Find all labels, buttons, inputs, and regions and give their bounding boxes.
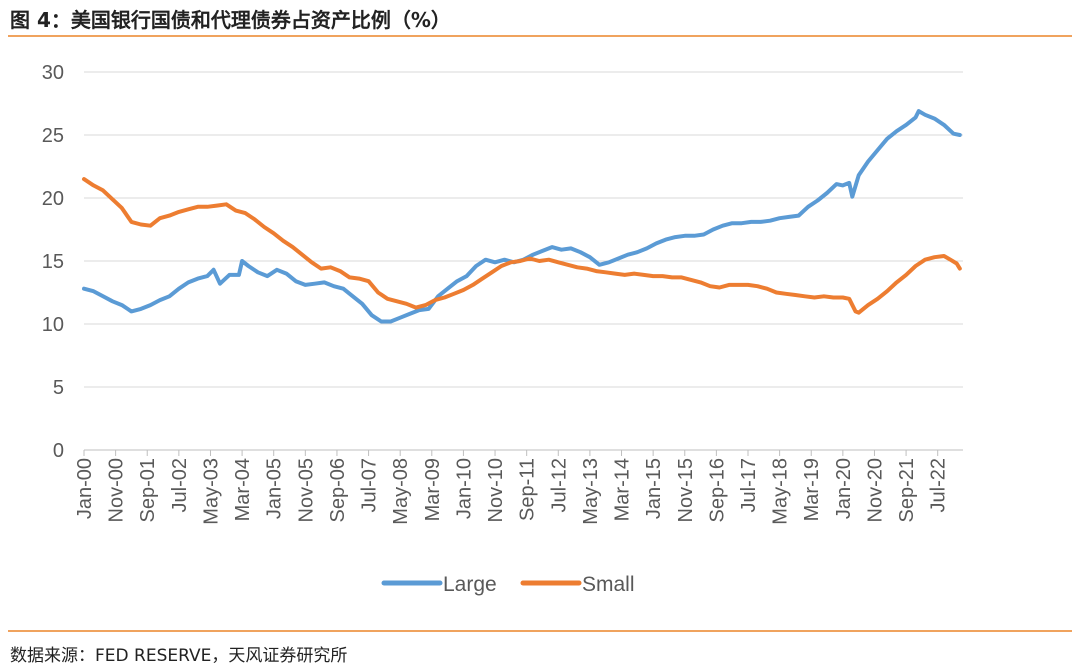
x-tick-label: Jul-07: [359, 458, 381, 512]
legend-label-small: Small: [582, 573, 635, 596]
x-tick-label: May-18: [770, 458, 792, 525]
x-tick-label: Nov-00: [106, 458, 128, 522]
x-tick-label: Nov-10: [485, 458, 507, 522]
x-tick-label: Mar-19: [801, 458, 823, 521]
x-tick-label: Jan-05: [264, 458, 286, 519]
x-tick-label: Jan-20: [833, 458, 855, 519]
series-line-small: [82, 177, 962, 315]
x-tick-label: Sep-16: [706, 458, 728, 523]
series-lines: [82, 109, 962, 324]
y-tick-label: 5: [53, 377, 64, 399]
x-tick-label: May-08: [390, 458, 412, 525]
y-tick-label: 10: [42, 314, 64, 336]
x-tick-label: Mar-04: [232, 458, 254, 521]
y-axis-ticks: 0 5 10 15 20 25 30: [42, 62, 64, 462]
y-tick-label: 15: [42, 251, 64, 273]
x-tick-label: Jan-00: [74, 458, 96, 519]
x-tick-label: Mar-09: [422, 458, 444, 521]
x-axis-ticks: Jan-00 Nov-00 Sep-01 Jul-02 May-03 Mar-04 Jan-…: [74, 450, 950, 525]
x-tick-label: Nov-15: [675, 458, 697, 522]
line-chart: 0 5 10 15 20 25 30 Jan-00 Nov-00 Sep-01 Jul-02 May…: [42, 62, 963, 596]
legend-label-large: Large: [443, 573, 497, 596]
x-tick-label: Sep-06: [327, 458, 349, 523]
x-tick-label: May-13: [580, 458, 602, 525]
x-tick-label: Jan-10: [453, 458, 475, 519]
x-tick-label: Jul-02: [169, 458, 191, 512]
chart-title: 图 4：美国银行国债和代理债券占资产比例（%）: [10, 8, 451, 32]
x-tick-label: Sep-01: [137, 458, 159, 523]
x-tick-label: Jul-17: [738, 458, 760, 512]
x-tick-label: Sep-11: [517, 458, 539, 521]
x-tick-label: May-03: [200, 458, 222, 525]
y-tick-label: 25: [42, 125, 64, 147]
x-tick-label: Nov-20: [864, 458, 886, 522]
y-tick-label: 20: [42, 188, 64, 210]
x-tick-label: Jul-12: [548, 458, 570, 512]
source-note: 数据来源：FED RESERVE，天风证券研究所: [10, 646, 348, 666]
x-tick-label: Mar-14: [612, 458, 634, 521]
x-tick-label: Jan-15: [643, 458, 665, 519]
legend: Large Small: [381, 573, 635, 596]
x-tick-label: Sep-21: [896, 458, 918, 523]
x-tick-label: Nov-05: [295, 458, 317, 522]
series-line-large: [82, 109, 962, 324]
y-tick-label: 0: [53, 440, 64, 462]
top-rule: [8, 35, 1072, 37]
bottom-rule: [8, 630, 1072, 632]
x-tick-label: Jul-22: [928, 458, 950, 512]
y-tick-label: 30: [42, 62, 64, 84]
